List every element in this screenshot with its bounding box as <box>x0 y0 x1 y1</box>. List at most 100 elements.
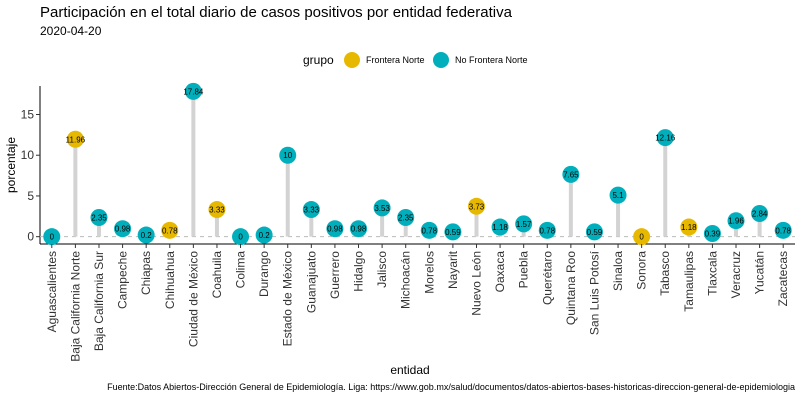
x-tick-label: Morelos <box>422 251 436 294</box>
x-tick-label: Baja California Norte <box>68 251 82 362</box>
lollipop-point <box>515 215 533 233</box>
legend-title: grupo <box>303 53 334 67</box>
lollipop-point <box>444 223 462 241</box>
plot-area: 0 5 10 15 0 Aguascalientes 11.96 Baja Californi… <box>21 82 795 362</box>
x-tick-label: Quintana Roo <box>564 251 578 325</box>
lollipop-point <box>751 205 769 223</box>
data-label: 0.78 <box>775 226 791 235</box>
source-caption: Fuente:Datos Abiertos-Dirección General … <box>107 382 795 392</box>
x-tick-label: Nuevo León <box>469 251 483 316</box>
chart-subtitle: 2020-04-20 <box>40 24 102 38</box>
lollipop-point <box>609 186 627 204</box>
data-label: 10 <box>283 151 292 160</box>
chart-title: Participación en el total diario de caso… <box>40 4 513 21</box>
x-tick-label: Puebla <box>517 251 531 289</box>
data-label: 0 <box>639 233 644 242</box>
x-tick-label: Ciudad de México <box>186 251 200 347</box>
lollipop-point <box>66 130 84 148</box>
lollipop-point <box>633 228 651 246</box>
x-tick-label: Sonora <box>635 251 649 290</box>
data-label: 0.39 <box>705 229 721 238</box>
x-tick-label: Zacatecas <box>776 251 790 306</box>
lollipop-point <box>727 212 745 230</box>
x-tick-label: Hidalgo <box>352 251 366 292</box>
x-tick-label: Chihuahua <box>163 251 177 309</box>
data-label: 0.78 <box>422 226 438 235</box>
legend-label-frontera-norte: Frontera Norte <box>366 55 425 65</box>
data-label: 0.2 <box>141 231 153 240</box>
x-tick-label: Chiapas <box>139 251 153 295</box>
legend: grupo Frontera Norte No Frontera Norte <box>303 52 528 68</box>
data-label: 7.65 <box>563 170 579 179</box>
data-label: 0.78 <box>162 226 178 235</box>
data-label: 3.53 <box>374 204 390 213</box>
lollipop-point <box>43 228 61 246</box>
data-label: 0.59 <box>587 228 603 237</box>
data-label: 0.98 <box>327 225 343 234</box>
data-label: 1.57 <box>516 220 532 229</box>
data-label: 0.59 <box>445 228 461 237</box>
lollipop-point <box>585 223 603 241</box>
lollipop-point <box>208 201 226 219</box>
data-label: 0 <box>50 233 55 242</box>
lollipop-point <box>680 218 698 236</box>
data-label: 1.18 <box>681 223 697 232</box>
data-label: 3.73 <box>469 202 485 211</box>
legend-key-frontera-norte <box>344 52 360 68</box>
x-tick-label: Tabasco <box>658 251 672 296</box>
data-label: 17.84 <box>183 87 204 96</box>
x-tick-label: Oaxaca <box>493 251 507 293</box>
x-tick-label: San Luis Potosí <box>587 250 601 335</box>
x-tick-label: Aguascalientes <box>45 251 59 332</box>
data-label: 1.18 <box>492 223 508 232</box>
x-tick-label: Campeche <box>116 251 130 309</box>
y-tick-label: 5 <box>27 189 34 203</box>
x-tick-label: Estado de México <box>281 251 295 347</box>
x-tick-label: Tlaxcala <box>705 251 719 296</box>
x-tick-label: Veracruz <box>729 251 743 298</box>
data-label: 0.78 <box>539 226 555 235</box>
lollipop-point <box>302 201 320 219</box>
data-label: 3.33 <box>304 206 320 215</box>
lollipop-point <box>326 220 344 238</box>
lollipop-point <box>420 221 438 239</box>
x-tick-label: Michoacán <box>399 251 413 309</box>
data-label: 11.96 <box>66 135 86 144</box>
data-label: 3.33 <box>209 206 225 215</box>
data-label: 2.35 <box>398 214 414 223</box>
x-tick-label: Jalisco <box>375 251 389 288</box>
lollipop-point <box>137 226 155 244</box>
legend-label-no-frontera-norte: No Frontera Norte <box>455 55 528 65</box>
lollipop-point <box>373 199 391 217</box>
legend-key-no-frontera-norte <box>433 52 449 68</box>
data-label: 0 <box>238 233 243 242</box>
data-label: 0.98 <box>115 225 131 234</box>
y-tick-label: 10 <box>21 148 35 162</box>
data-label: 5.1 <box>612 191 624 200</box>
x-axis-title: entidad <box>390 363 429 377</box>
lollipop-point <box>656 129 674 147</box>
lollipop-point <box>350 220 368 238</box>
y-tick-label: 0 <box>27 230 34 244</box>
data-label: 2.84 <box>752 210 768 219</box>
x-tick-label: Querétaro <box>540 251 554 305</box>
lollipop-point <box>161 221 179 239</box>
x-tick-label: Colima <box>234 251 248 289</box>
lollipop-point <box>467 197 485 215</box>
lollipop-point <box>255 226 273 244</box>
y-axis-title: porcentaje <box>4 137 18 193</box>
data-label: 12.16 <box>655 134 676 143</box>
data-label: 0.98 <box>351 225 367 234</box>
lollipop-point <box>562 165 580 183</box>
lollipop-point <box>397 209 415 227</box>
x-tick-label: Durango <box>257 251 271 297</box>
x-tick-label: Nayarit <box>446 250 460 289</box>
lollipop-point <box>774 221 792 239</box>
x-tick-label: Coahuila <box>210 251 224 299</box>
x-tick-label: Tamaulipas <box>682 251 696 312</box>
lollipop-point <box>538 221 556 239</box>
lollipop-point <box>90 209 108 227</box>
lollipop-point <box>279 146 297 164</box>
x-tick-label: Baja California Sur <box>92 251 106 351</box>
